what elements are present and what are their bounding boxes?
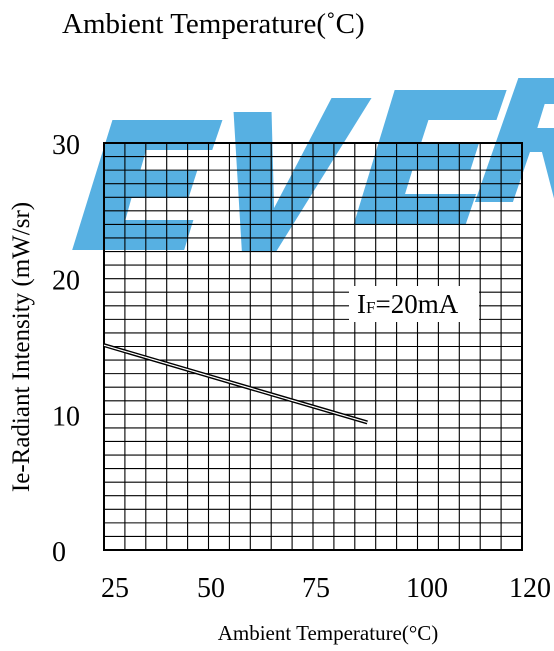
x-tick-label: 75 bbox=[302, 573, 330, 604]
annotation-rest: =20mA bbox=[375, 289, 458, 319]
y-tick-label: 10 bbox=[52, 401, 80, 432]
x-tick-labels: 25 50 75 100 120 bbox=[101, 573, 551, 604]
x-tick-label: 100 bbox=[406, 573, 448, 604]
watermark-letter-e1 bbox=[72, 120, 223, 250]
x-tick-label: 120 bbox=[509, 573, 551, 604]
x-tick-label: 50 bbox=[197, 573, 225, 604]
y-tick-label: 30 bbox=[52, 130, 80, 161]
chart-title: Ambient Temperature(˚C) bbox=[62, 8, 365, 40]
watermark-letter-v bbox=[233, 98, 372, 252]
annotation-label: IF=20mA bbox=[357, 289, 459, 319]
annotation-subscript: F bbox=[366, 298, 375, 317]
y-axis-label: Ie-Radiant Intensity (mW/sr) bbox=[8, 202, 35, 492]
series-layer bbox=[103, 343, 368, 425]
y-tick-label: 0 bbox=[52, 537, 66, 568]
watermark-letter-r bbox=[474, 78, 554, 202]
y-tick-label: 20 bbox=[52, 266, 80, 297]
annotation-main: I bbox=[357, 289, 366, 319]
x-axis-label: Ambient Temperature(°C) bbox=[218, 621, 439, 645]
annotation-box bbox=[349, 286, 479, 322]
series-line-highlight bbox=[103, 344, 368, 424]
y-tick-labels: 0 10 20 30 bbox=[52, 130, 80, 568]
x-tick-label: 25 bbox=[101, 573, 129, 604]
chart-grid bbox=[104, 143, 522, 550]
